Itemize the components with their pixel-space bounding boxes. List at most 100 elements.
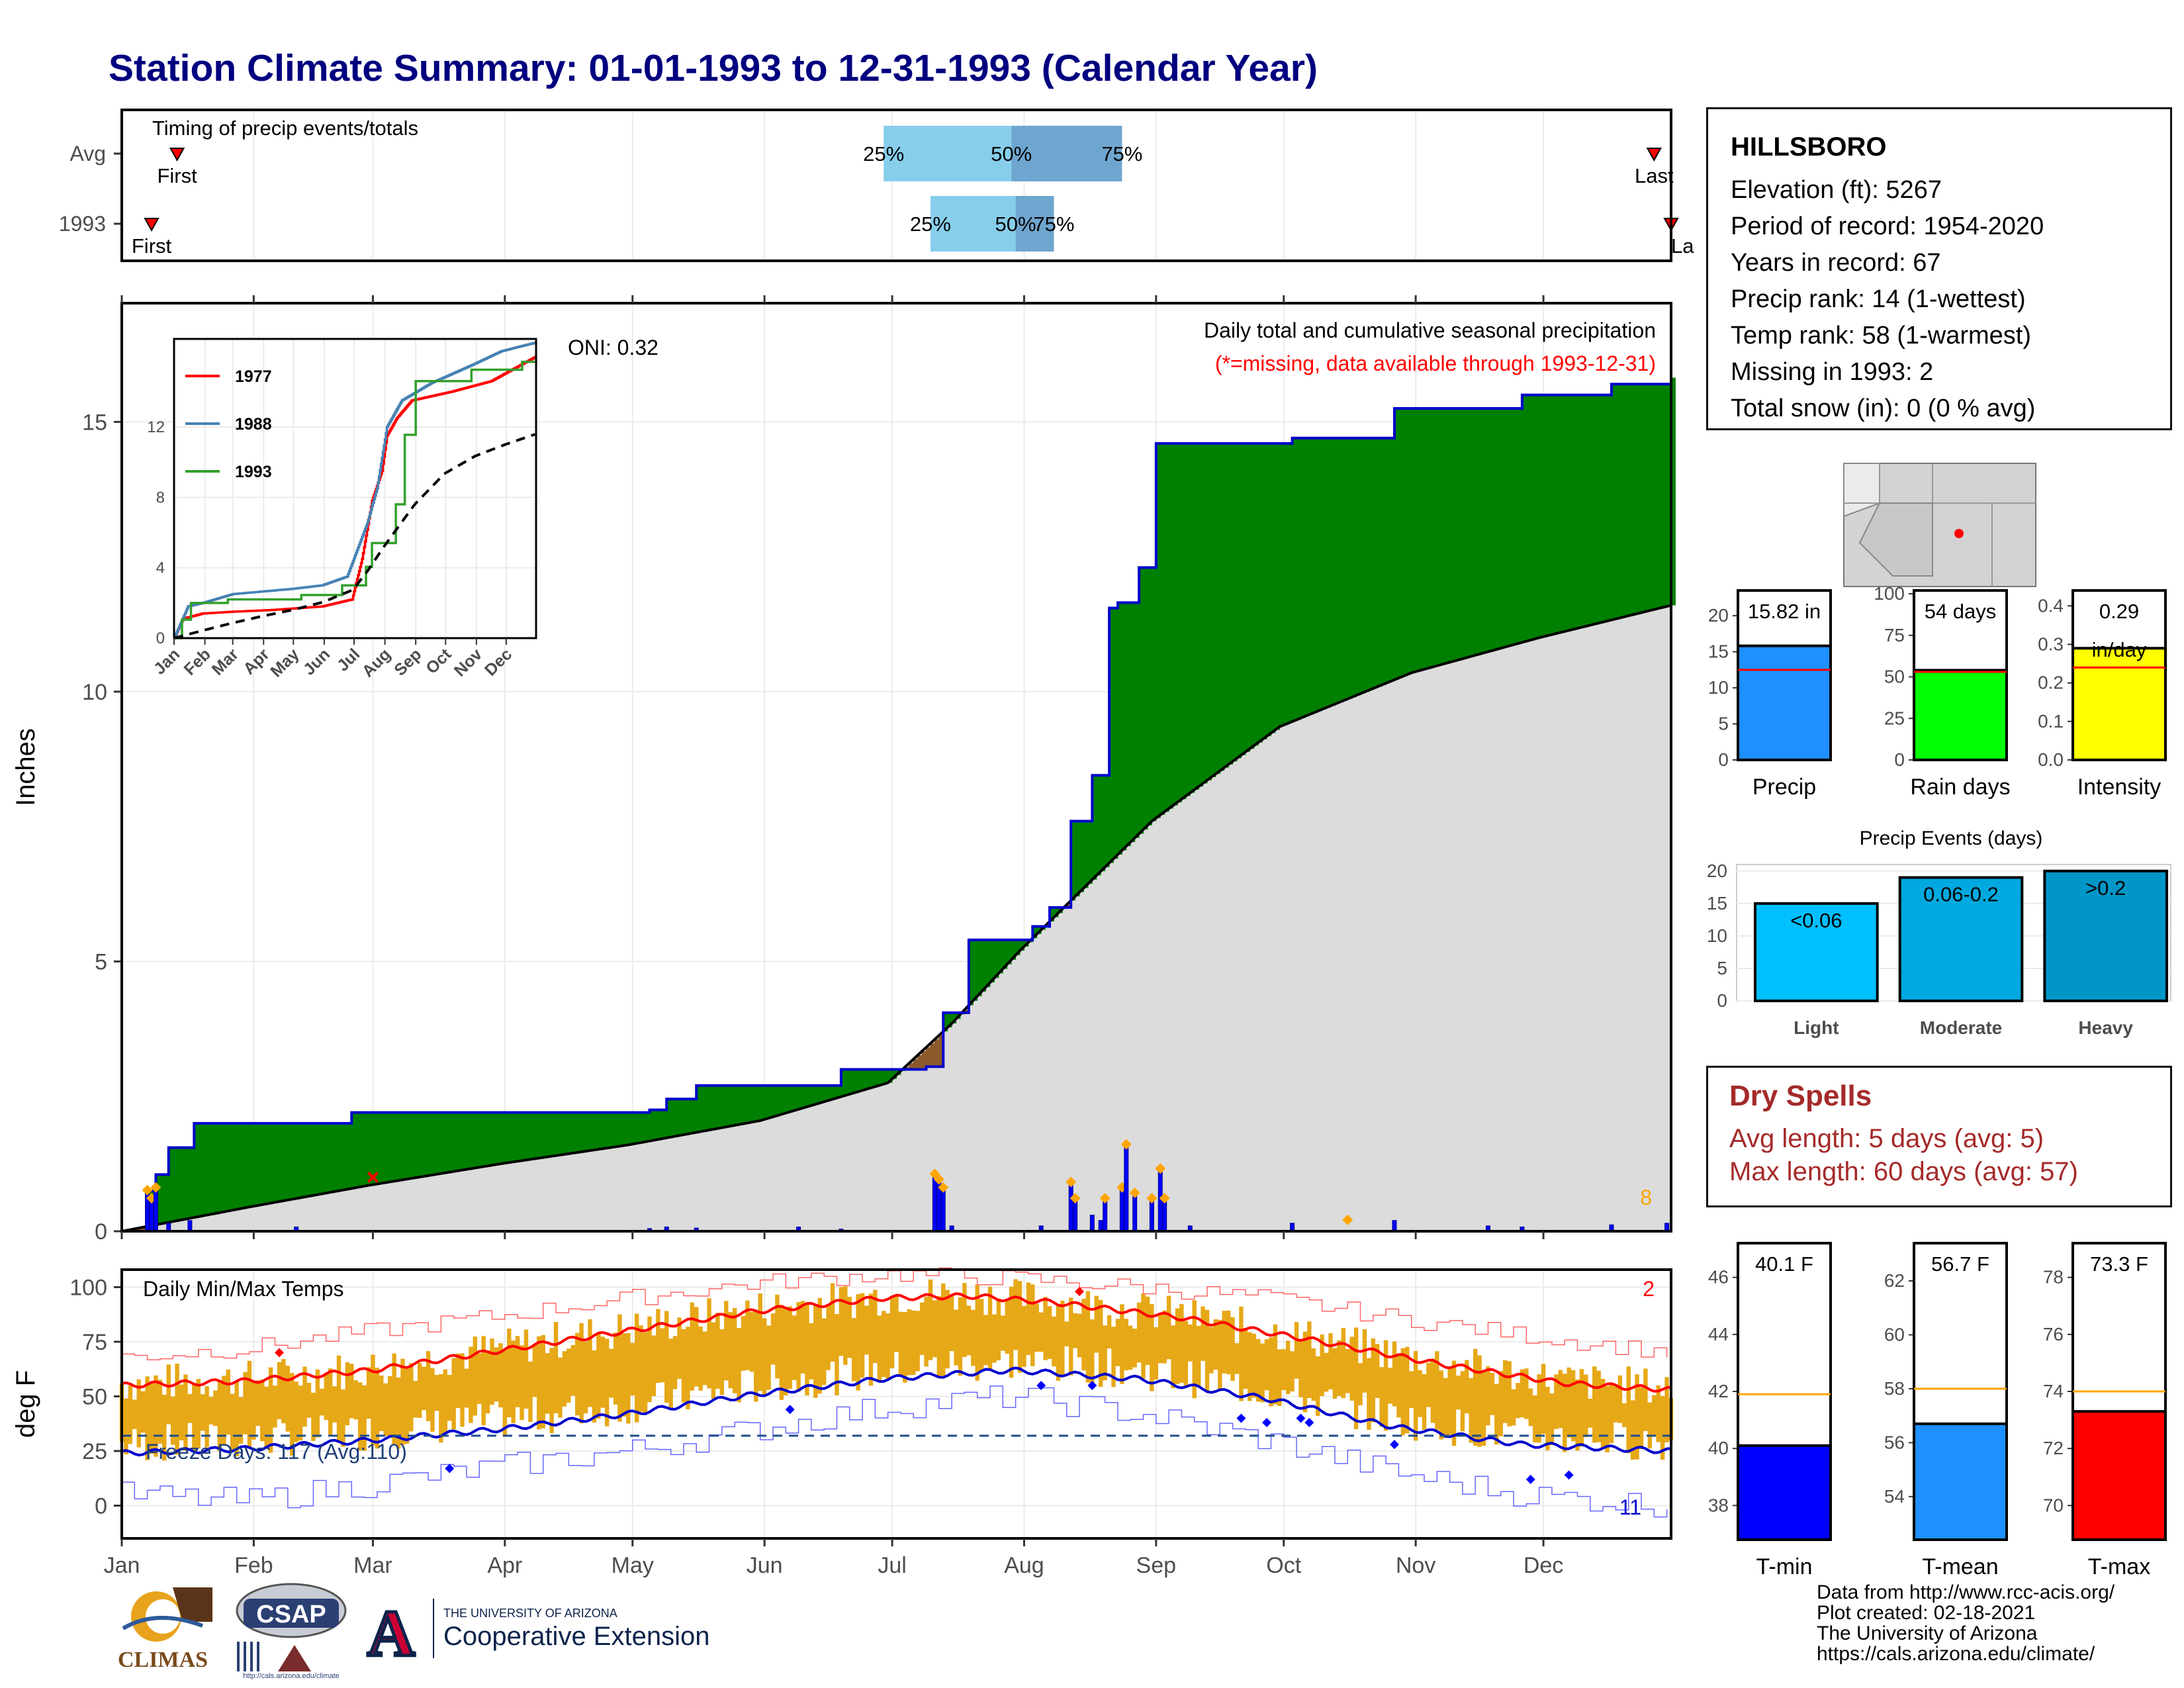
precip-summary-0-ytick-label: 0 [1718, 749, 1729, 770]
station-info-panel: HILLSBORO Elevation (ft): 5267 Period of… [1706, 107, 2172, 430]
timing-box-lower [930, 196, 1016, 252]
temp-summary-0-frame [1737, 1242, 1832, 1541]
temp-xtick-label: Nov [1396, 1553, 1435, 1578]
precip-summary-2-ytick-label: 0.4 [2038, 595, 2064, 616]
credit-data-source: Data from http://www.rcc-acis.org/ [1817, 1581, 2115, 1603]
precip-daily-marker [938, 1182, 949, 1193]
station-location-marker [1954, 529, 1964, 538]
timing-last-label: Last [1635, 164, 1674, 187]
precip-daily-bar [149, 1198, 154, 1232]
precip-summary-2-ytick-label: 0.1 [2038, 711, 2064, 731]
precip-daily-marker [1120, 1139, 1132, 1150]
inset-ytick-label: 8 [156, 489, 165, 506]
temp-record-marker [1296, 1413, 1306, 1423]
timing-label: Timing of precip events/totals [152, 117, 418, 140]
svg-text:CLIMAS: CLIMAS [118, 1648, 208, 1672]
precip-above-avg-fill [121, 377, 1676, 1231]
precip-events-ytick-label: 20 [1707, 861, 1727, 881]
svg-text:CSAP: CSAP [256, 1601, 326, 1628]
temp-record-marker [1304, 1418, 1314, 1428]
timing-panel-border [120, 109, 1672, 262]
temp-summary-0-ytick-label: 40 [1708, 1438, 1729, 1458]
precip-events-category-label: Heavy [2078, 1017, 2133, 1038]
timing-quartile-50: 50% [991, 142, 1032, 165]
precip-events-category-label: Moderate [1920, 1017, 2002, 1038]
precip-summary-1-ytick-label: 100 [1874, 583, 1905, 604]
temp-summary-1-ytick-label: 60 [1884, 1324, 1905, 1344]
timing-last-label: La [1671, 234, 1694, 258]
precip-ytick-label: 15 [82, 410, 107, 435]
temp-xtick-label: Jun [747, 1553, 783, 1578]
dry-spells-max: Max length: 60 days (avg: 57) [1729, 1157, 2078, 1186]
precip-summary-1-category-label: Rain days [1910, 774, 2010, 800]
temp-freeze-label: Freeze Days: 117 (Avg:110) [146, 1440, 407, 1464]
credit-url: https://cals.arizona.edu/climate/ [1817, 1643, 2095, 1665]
precip-daily-marker [1159, 1193, 1170, 1204]
precip-panel-border [120, 302, 1672, 1233]
precip-summary-2-bar [2071, 647, 2167, 761]
station-name: HILLSBORO [1731, 132, 1887, 162]
precip-daily-marker [150, 1182, 161, 1193]
temp-panel-border [120, 1268, 1672, 1540]
svg-text:Cooperative Extension: Cooperative Extension [443, 1622, 709, 1651]
precip-events-value-label: >0.2 [2085, 876, 2126, 900]
station-snow: Total snow (in): 0 (0 % avg) [1731, 395, 2036, 422]
state-locator-map [1843, 463, 2036, 587]
temp-summary-2-ytick-label: 74 [2043, 1381, 2064, 1401]
precip-summary-1-value-label: 54 days [1925, 600, 1997, 623]
precip-daily-bar [1089, 1215, 1095, 1232]
temp-summary-2-category-label: T-max [2088, 1554, 2150, 1579]
precip-1993-line [122, 377, 1672, 1233]
credit-university: The University of Arizona [1817, 1622, 2038, 1644]
inset-legend-label: 1993 [235, 463, 272, 481]
ua-extension-logo: A THE UNIVERSITY OF ARIZONA Cooperative … [361, 1595, 709, 1665]
timing-first-marker [169, 148, 185, 162]
svg-text:A: A [367, 1597, 415, 1665]
precip-daily-bar [932, 1174, 937, 1232]
precip-summary-2-category-label: Intensity [2077, 774, 2161, 800]
precip-subtitle: (*=missing, data available through 1993-… [1215, 352, 1656, 375]
precip-summary-0-ytick-label: 20 [1708, 605, 1729, 626]
temp-daily-range-bars [119, 1279, 1674, 1461]
temp-record-marker [1087, 1380, 1097, 1390]
timing-box-upper [1011, 126, 1122, 181]
temp-summary-0-value-label: 40.1 F [1755, 1252, 1813, 1276]
temp-summary-1-ytick-label: 58 [1884, 1378, 1905, 1399]
temp-summary-2-ytick-label: 70 [2043, 1495, 2064, 1515]
inset-legend-label: 1988 [235, 415, 272, 434]
csap-logo: CSAP http://cals.arizona.edu/climate [236, 1583, 347, 1679]
temp-summary-0-ytick-label: 44 [1708, 1324, 1729, 1344]
temp-ytick-label: 25 [82, 1439, 107, 1464]
precip-summary-1-ytick-label: 50 [1884, 667, 1905, 687]
precip-summary-2-ytick-label: 0.0 [2038, 749, 2064, 770]
precip-daily-bar [1119, 1188, 1124, 1232]
temp-record-marker [1036, 1380, 1046, 1390]
temp-record-marker [1262, 1418, 1272, 1428]
precip-daily-marker [1155, 1163, 1166, 1174]
precip-events-title: Precip Events (days) [1860, 827, 2043, 849]
page-title: Station Climate Summary: 01-01-1993 to 1… [109, 47, 1318, 89]
precip-missing-marker [367, 1172, 379, 1183]
precip-summary-0-value-label: 15.82 in [1748, 600, 1821, 623]
precip-daily-marker [1099, 1193, 1111, 1204]
temp-avg-min-line [121, 1366, 1672, 1457]
temp-xtick-label: Oct [1266, 1553, 1301, 1578]
precip-avg-area [122, 605, 1671, 1231]
svg-text:THE UNIVERSITY OF ARIZONA: THE UNIVERSITY OF ARIZONA [443, 1607, 617, 1620]
precip-events-bar [1754, 902, 1879, 1003]
temp-ytick-label: 0 [95, 1493, 107, 1519]
precip-ylabel: Inches [11, 728, 40, 806]
precip-events-ytick-label: 15 [1707, 893, 1727, 914]
temp-summary-0-category-label: T-min [1756, 1554, 1813, 1579]
temp-xtick-label: Feb [234, 1553, 273, 1578]
precip-events-value-label: <0.06 [1790, 909, 1842, 932]
station-period: Period of record: 1954-2020 [1731, 212, 2044, 240]
timing-row-label: 1993 [59, 212, 106, 236]
precip-daily-bar [940, 1188, 946, 1232]
precip-daily-bar [187, 1220, 193, 1232]
precip-daily-marker [1066, 1176, 1077, 1188]
temp-xtick-label: Aug [1004, 1553, 1044, 1578]
temp-summary-1-value-label: 56.7 F [1931, 1252, 1989, 1276]
temp-summary-1-category-label: T-mean [1922, 1554, 1998, 1579]
